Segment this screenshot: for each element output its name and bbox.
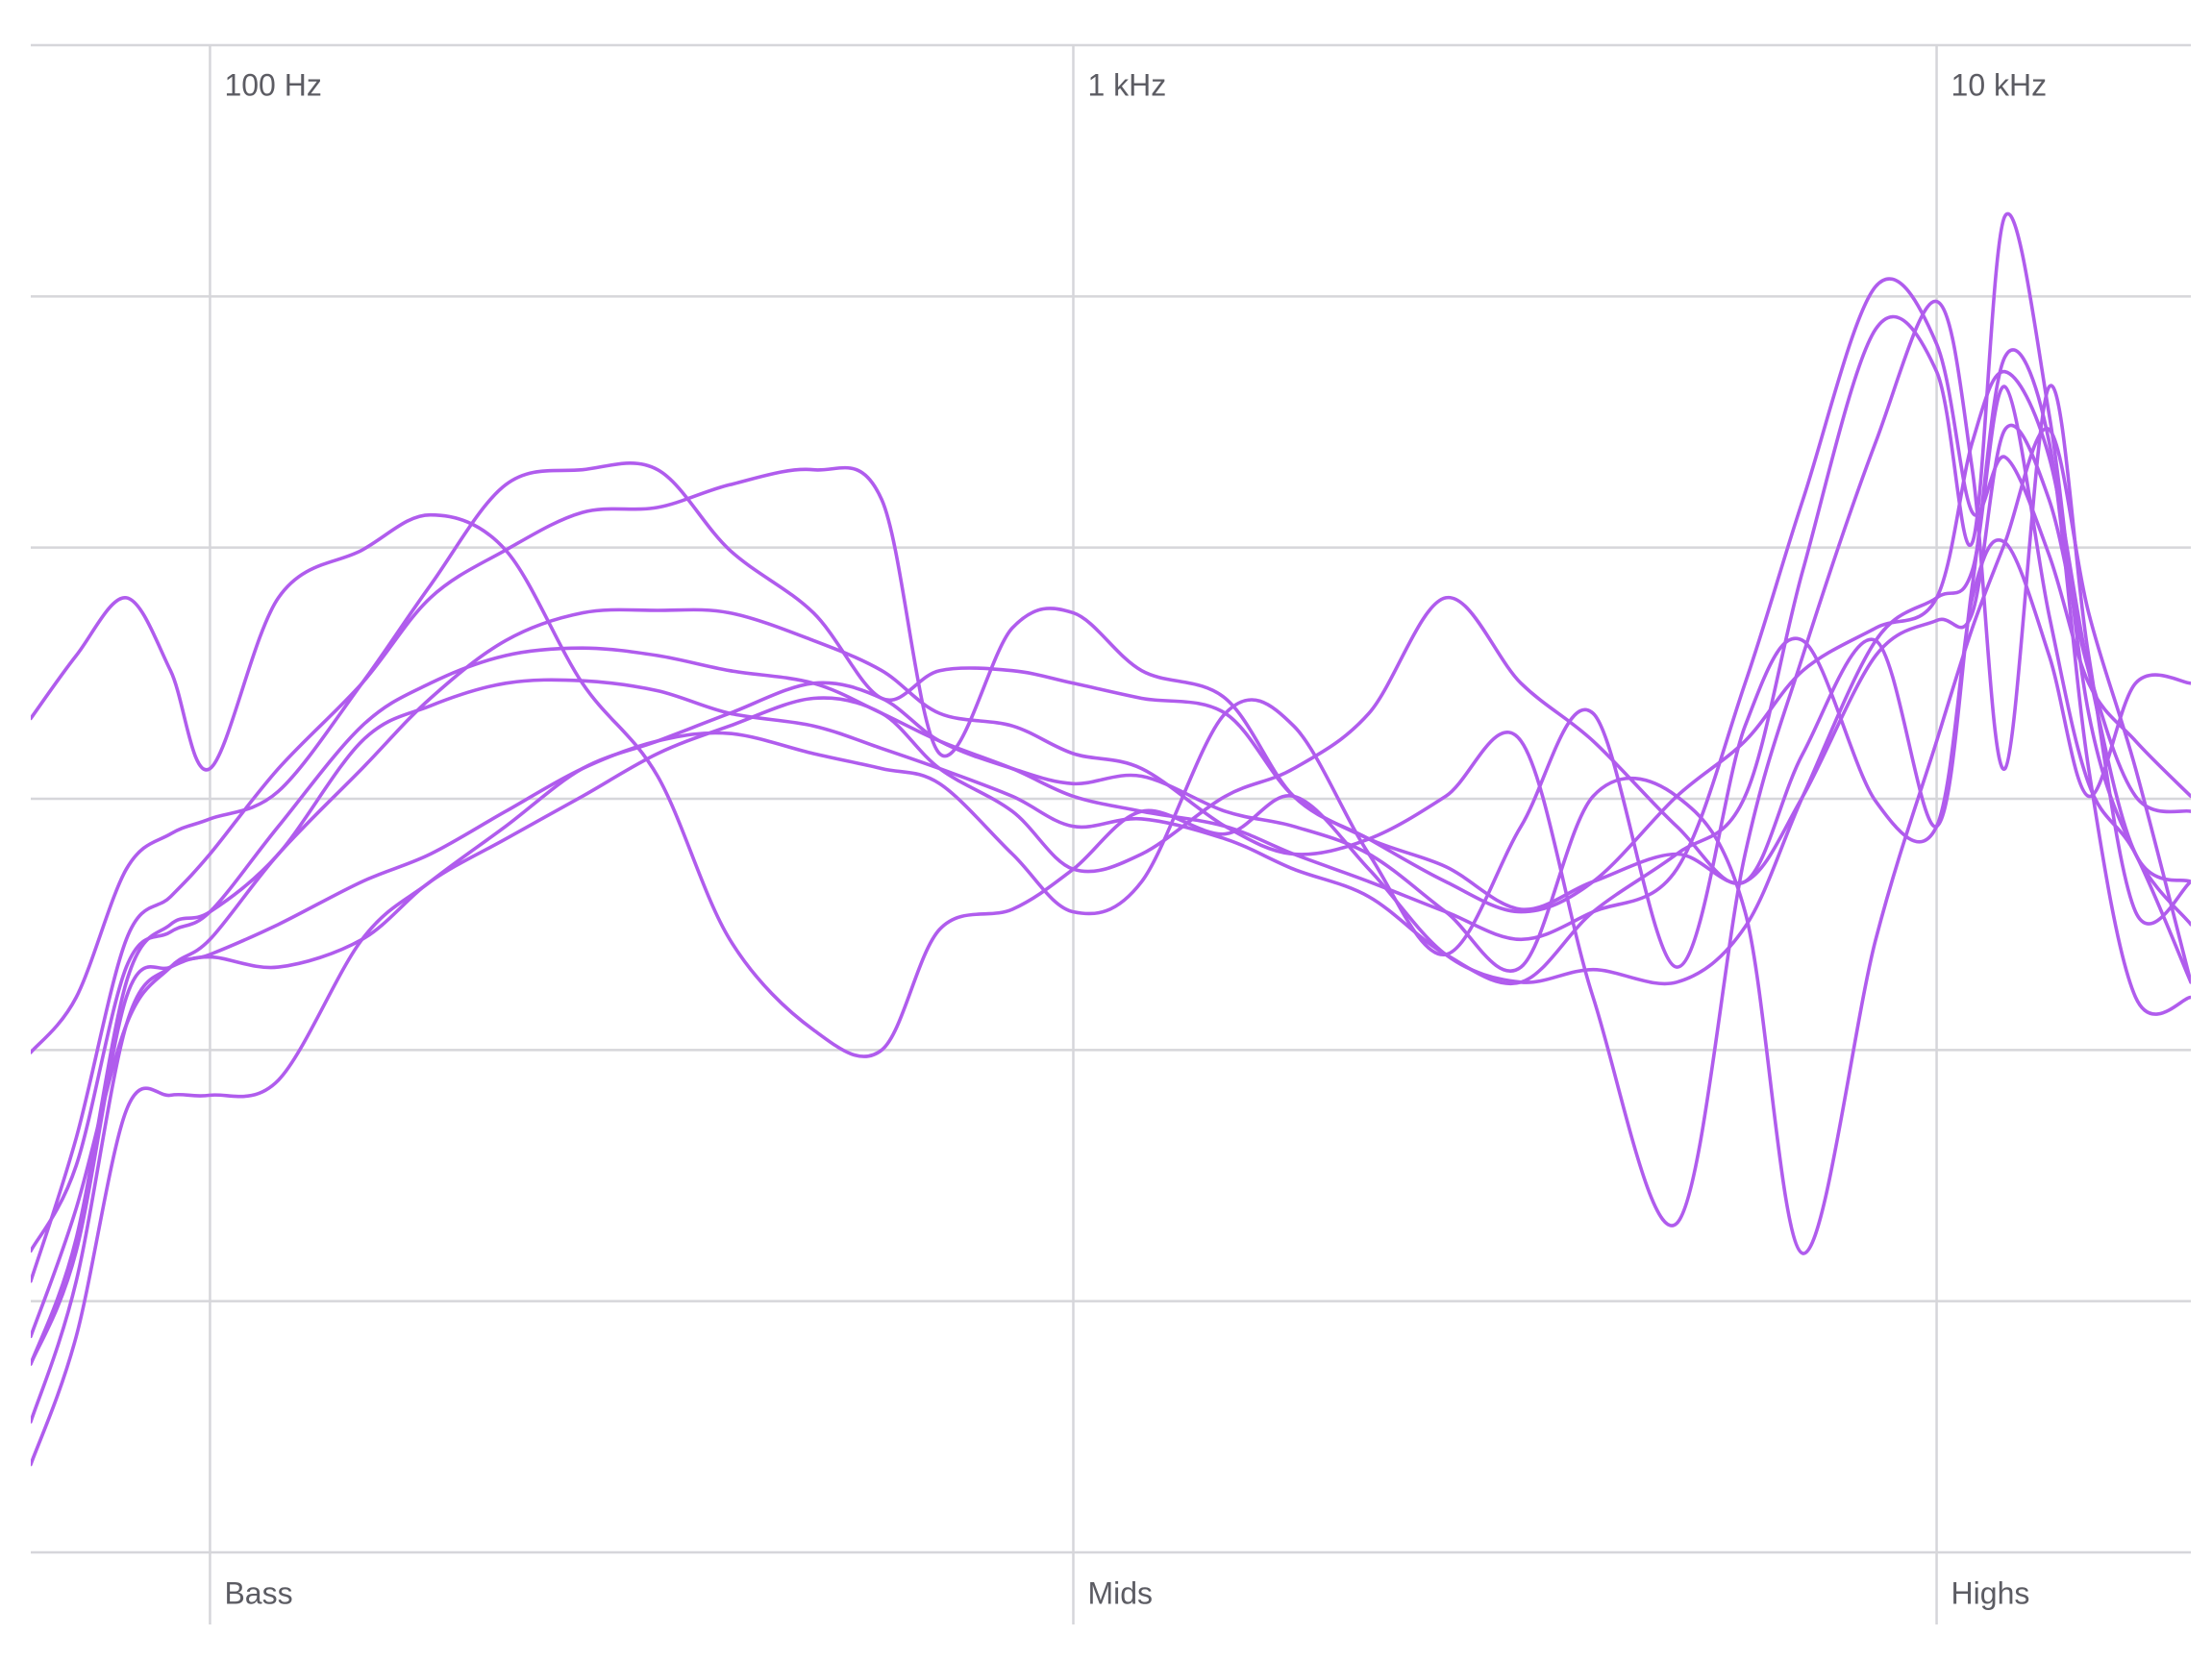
band-label: Highs [1951, 1575, 2030, 1610]
response-line [31, 384, 2191, 1058]
response-line [31, 299, 2191, 1339]
band-label: Mids [1087, 1575, 1153, 1610]
band-label: Bass [224, 1575, 292, 1610]
lines [31, 211, 2191, 1467]
x-tick-label: 10 kHz [1951, 67, 2048, 102]
response-line [31, 211, 2191, 1366]
response-line [31, 427, 2191, 1467]
response-line [31, 423, 2191, 1054]
x-tick-label: 1 kHz [1087, 67, 1166, 102]
response-line [31, 348, 2191, 1366]
response-line [31, 538, 2191, 1424]
grid [31, 43, 2191, 1624]
response-line [31, 277, 2191, 1253]
labels: 100 Hz Bass 1 kHz Mids 10 kHz Highs [224, 67, 2047, 1610]
x-tick-label: 100 Hz [224, 67, 321, 102]
response-line [31, 369, 2191, 1283]
